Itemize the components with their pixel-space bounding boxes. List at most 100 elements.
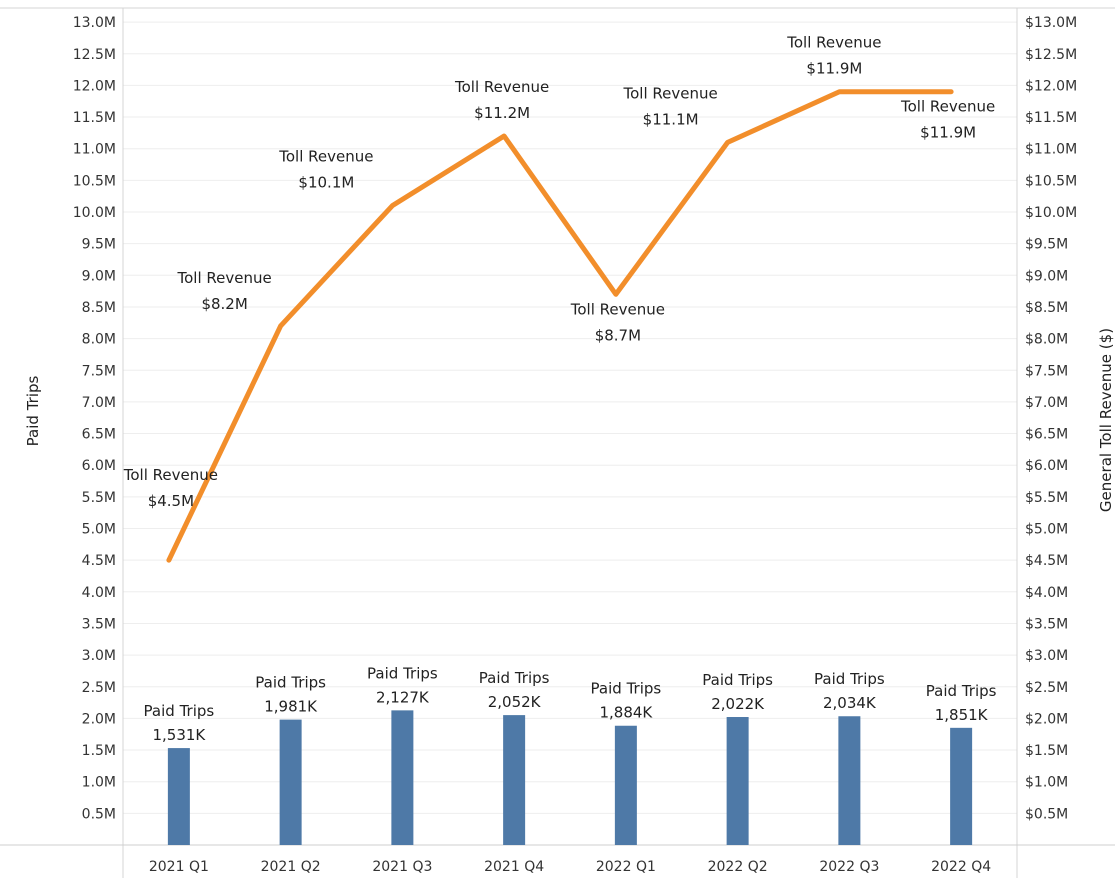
- bar: [391, 710, 413, 845]
- bar: [503, 715, 525, 845]
- y-tick-label-right: $8.0M: [1025, 332, 1068, 348]
- y-tick-label-right: $7.0M: [1025, 395, 1068, 411]
- y-tick-label-left: 4.5M: [82, 553, 116, 569]
- y-tick-label-left: 9.5M: [82, 237, 116, 253]
- y-tick-label-left: 6.0M: [82, 458, 116, 474]
- y-tick-label-left: 3.0M: [82, 648, 116, 664]
- bar-label-value: 2,052K: [488, 693, 542, 711]
- bar-label-title: Paid Trips: [926, 682, 997, 700]
- y-tick-label-left: 12.0M: [73, 78, 116, 94]
- line-label-value: $11.9M: [806, 60, 862, 78]
- y-tick-label-left: 11.0M: [73, 142, 116, 158]
- y-tick-label-right: $3.5M: [1025, 616, 1068, 632]
- bar-label-value: 2,022K: [711, 695, 765, 713]
- y-tick-label-right: $8.5M: [1025, 300, 1068, 316]
- y-tick-label-left: 12.5M: [73, 47, 116, 63]
- x-tick-label: 2021 Q3: [372, 859, 432, 875]
- bar: [280, 720, 302, 845]
- y-tick-label-right: $1.0M: [1025, 775, 1068, 791]
- y-tick-label-left: 6.5M: [82, 427, 116, 443]
- y-tick-label-left: 11.5M: [73, 110, 116, 126]
- y-tick-label-right: $0.5M: [1025, 806, 1068, 822]
- y-tick-label-right: $4.0M: [1025, 585, 1068, 601]
- y-tick-label-right: $9.5M: [1025, 237, 1068, 253]
- line-label-value: $4.5M: [148, 492, 194, 510]
- y-tick-label-right: $1.5M: [1025, 743, 1068, 759]
- bar-label-value: 1,531K: [152, 726, 206, 744]
- y-tick-label-right: $6.5M: [1025, 427, 1068, 443]
- x-tick-label: 2021 Q2: [261, 859, 321, 875]
- line-label-title: Toll Revenue: [177, 269, 272, 287]
- bar: [950, 728, 972, 845]
- x-tick-label: 2022 Q2: [708, 859, 768, 875]
- y-tick-label-right: $2.5M: [1025, 680, 1068, 696]
- y-axis-title-left: Paid Trips: [24, 375, 42, 446]
- x-tick-label: 2022 Q4: [931, 859, 991, 875]
- line-label-title: Toll Revenue: [123, 466, 218, 484]
- y-tick-label-left: 7.5M: [82, 363, 116, 379]
- line-label-title: Toll Revenue: [278, 148, 373, 166]
- gridlines: [123, 22, 1017, 813]
- line-label-value: $11.2M: [474, 104, 530, 122]
- y-tick-label-left: 8.5M: [82, 300, 116, 316]
- bar-label-value: 2,034K: [823, 694, 877, 712]
- y-tick-label-right: $3.0M: [1025, 648, 1068, 664]
- y-axis-title-right: General Toll Revenue ($): [1097, 328, 1115, 512]
- y-tick-label-right: $13.0M: [1025, 15, 1077, 31]
- x-tick-label: 2021 Q1: [149, 859, 209, 875]
- bar-label-title: Paid Trips: [814, 670, 885, 688]
- y-tick-label-right: $10.5M: [1025, 173, 1077, 189]
- y-tick-label-left: 1.5M: [82, 743, 116, 759]
- y-tick-label-left: 13.0M: [73, 15, 116, 31]
- data-labels: Paid Trips 1,531K Paid Trips 1,981K Paid Tri…: [123, 34, 997, 744]
- y-tick-label-left: 10.5M: [73, 173, 116, 189]
- line-label-value: $8.7M: [595, 326, 641, 344]
- bar-label-title: Paid Trips: [255, 674, 326, 692]
- bar-label-value: 2,127K: [376, 688, 430, 706]
- y-tick-label-left: 5.5M: [82, 490, 116, 506]
- x-tick-label: 2021 Q4: [484, 859, 544, 875]
- line-label-value: $8.2M: [201, 295, 247, 313]
- y-tick-label-right: $12.0M: [1025, 78, 1077, 94]
- y-tick-label-left: 3.5M: [82, 616, 116, 632]
- y-tick-label-left: 9.0M: [82, 268, 116, 284]
- y-tick-label-left: 2.0M: [82, 711, 116, 727]
- bar-label-value: 1,884K: [599, 704, 653, 722]
- line-label-title: Toll Revenue: [623, 84, 718, 102]
- y-tick-label-right: $4.5M: [1025, 553, 1068, 569]
- bar: [838, 716, 860, 845]
- bar-label-title: Paid Trips: [479, 669, 550, 687]
- line-label-value: $10.1M: [298, 174, 354, 192]
- bar-label-value: 1,851K: [935, 706, 989, 724]
- y-tick-label-left: 4.0M: [82, 585, 116, 601]
- bar-label-title: Paid Trips: [702, 671, 773, 689]
- y-tick-label-right: $11.0M: [1025, 142, 1077, 158]
- y-tick-label-left: 10.0M: [73, 205, 116, 221]
- y-tick-label-left: 8.0M: [82, 332, 116, 348]
- bar-label-title: Paid Trips: [144, 702, 215, 720]
- line-label-title: Toll Revenue: [454, 78, 549, 96]
- y-tick-label-left: 5.0M: [82, 522, 116, 538]
- y-tick-label-right: $6.0M: [1025, 458, 1068, 474]
- y-tick-label-right: $5.5M: [1025, 490, 1068, 506]
- bar-label-value: 1,981K: [264, 698, 318, 716]
- bar: [727, 717, 749, 845]
- bar-label-title: Paid Trips: [591, 680, 662, 698]
- x-tick-label: 2022 Q3: [819, 859, 879, 875]
- bar-label-title: Paid Trips: [367, 664, 438, 682]
- y-tick-label-left: 0.5M: [82, 806, 116, 822]
- line-label-title: Toll Revenue: [786, 34, 881, 52]
- y-tick-label-right: $5.0M: [1025, 522, 1068, 538]
- y-tick-label-left: 1.0M: [82, 775, 116, 791]
- y-tick-label-right: $12.5M: [1025, 47, 1077, 63]
- y-tick-label-right: $10.0M: [1025, 205, 1077, 221]
- y-tick-label-right: $11.5M: [1025, 110, 1077, 126]
- bar: [168, 748, 190, 845]
- y-tick-label-left: 7.0M: [82, 395, 116, 411]
- bar: [615, 726, 637, 845]
- y-tick-label-right: $9.0M: [1025, 268, 1068, 284]
- y-tick-label-left: 2.5M: [82, 680, 116, 696]
- line-label-title: Toll Revenue: [900, 98, 995, 116]
